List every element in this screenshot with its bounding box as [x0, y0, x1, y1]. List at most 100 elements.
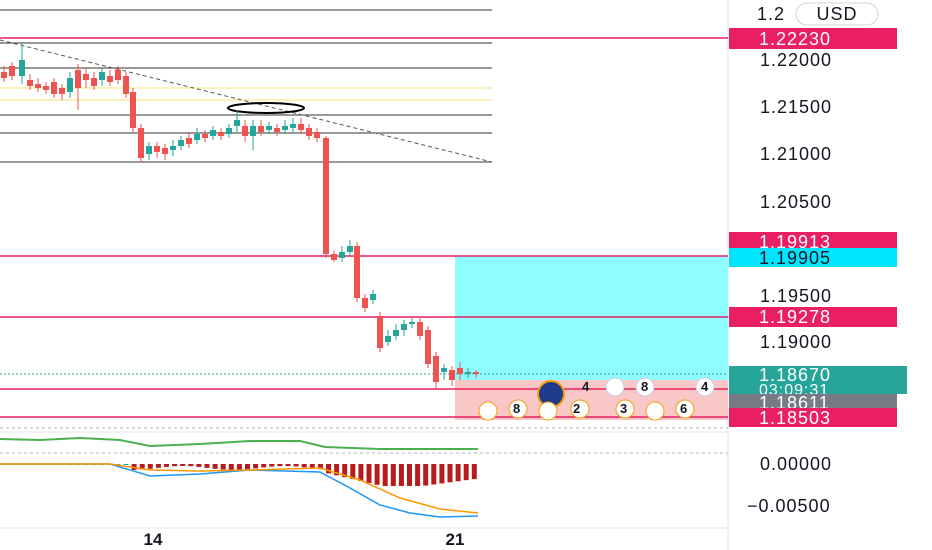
event-badge[interactable] — [538, 401, 558, 421]
candle-body — [323, 138, 329, 254]
candle-body — [1, 72, 7, 78]
candle-body — [9, 66, 15, 76]
macd-bar — [439, 464, 445, 484]
candle-body — [202, 134, 208, 138]
macd-bar — [139, 464, 145, 470]
trendline[interactable] — [0, 39, 493, 163]
event-badge[interactable] — [508, 399, 528, 419]
candle-body — [473, 372, 479, 374]
price-tag-r1[interactable] — [729, 28, 897, 49]
macd-bar — [123, 464, 129, 465]
price-tags[interactable]: 1.22230 1.19913 1.19905 1.19278 1.18670 … — [729, 28, 907, 428]
macd-bar — [334, 464, 340, 476]
candle-body — [67, 78, 73, 92]
macd-bar — [301, 464, 307, 468]
price-tag-r4[interactable] — [729, 408, 897, 427]
price-tag-bid[interactable] — [729, 394, 897, 412]
candle-body — [457, 368, 463, 374]
macd-bar — [350, 464, 356, 480]
ellipse-drawing[interactable] — [227, 102, 305, 114]
event-count: 3 — [620, 401, 627, 416]
event-badge[interactable] — [675, 399, 695, 419]
price-tag-last-text: 1.18670 — [759, 365, 831, 385]
macd-bar — [293, 464, 299, 467]
event-badge[interactable] — [695, 377, 715, 397]
candle-body — [218, 132, 224, 136]
price-tag-r3-text: 1.19278 — [759, 307, 831, 327]
candle-body — [226, 128, 232, 134]
price-tag-r2[interactable] — [729, 232, 897, 252]
macd-bar — [269, 464, 275, 467]
price-axis-label: 1.21500 — [760, 97, 832, 117]
macd-bar — [326, 464, 331, 474]
price-tag-r1-text: 1.22230 — [759, 29, 831, 49]
price-axis-label: 1.20500 — [760, 192, 832, 212]
candle-body — [266, 126, 272, 130]
currency-button[interactable] — [795, 2, 879, 26]
key-levels[interactable] — [0, 37, 728, 418]
macd-bar — [147, 464, 153, 469]
candle-body — [234, 120, 240, 126]
macd-bar — [398, 464, 404, 486]
price-tag-last[interactable] — [729, 366, 907, 394]
candle-body — [250, 126, 256, 136]
macd-bar — [204, 464, 210, 468]
macd-bar — [180, 464, 186, 467]
candle-body — [274, 128, 280, 132]
event-badge[interactable] — [570, 399, 590, 419]
macd-bar — [390, 464, 396, 486]
event-count: 6 — [680, 401, 687, 416]
candle-body — [130, 92, 136, 128]
candles[interactable] — [1, 44, 479, 390]
macd-bar — [423, 464, 429, 486]
fib-lines — [0, 87, 492, 101]
event-markers[interactable]: 4 8 4 8 2 3 6 — [478, 377, 715, 421]
candle-body — [401, 324, 407, 330]
event-badge[interactable] — [605, 377, 625, 397]
price-tag-r3[interactable] — [729, 307, 897, 327]
price-axis-label: 1.22000 — [760, 50, 832, 70]
macd-bar — [358, 464, 364, 481]
price-axis-label: 1.19000 — [760, 332, 832, 352]
candle-body — [186, 138, 192, 144]
event-badge[interactable] — [645, 401, 665, 421]
candle-body — [51, 82, 57, 94]
event-count: 2 — [573, 401, 580, 416]
price-tag-entry-text: 1.19905 — [759, 248, 831, 268]
macd-bar — [366, 464, 372, 483]
signal-line — [0, 463, 479, 514]
event-badge[interactable] — [615, 399, 635, 419]
candle-body — [138, 128, 144, 158]
price-axis-label: 1.2 — [757, 4, 785, 24]
candle-body — [146, 146, 152, 154]
price-axis[interactable]: 1.2 USD 1.22000 1.21500 1.21000 1.20500 … — [757, 2, 879, 352]
rsi-line — [0, 436, 478, 450]
candle-body — [347, 246, 353, 252]
event-count: 8 — [641, 379, 648, 394]
candle-body — [339, 252, 345, 258]
macd-bar — [463, 464, 469, 481]
macd-bar — [382, 464, 388, 486]
candle-body — [19, 60, 25, 76]
candle-body — [449, 370, 455, 380]
event-count: 4 — [582, 379, 590, 394]
event-badge[interactable] — [635, 377, 655, 397]
candle-body — [258, 126, 264, 132]
candle-body — [417, 322, 423, 336]
candle-body — [354, 246, 360, 298]
candle-body — [385, 336, 391, 342]
candle-body — [154, 146, 160, 152]
candle-body — [298, 124, 304, 130]
price-tag-entry[interactable] — [729, 248, 897, 267]
candle-body — [331, 254, 337, 260]
candle-body — [83, 74, 89, 80]
macd-bar — [253, 464, 259, 469]
indicator-axis-label: −0.00500 — [747, 496, 831, 516]
macd-bar — [407, 464, 412, 486]
macd-bar — [317, 464, 323, 470]
event-badge[interactable] — [478, 401, 498, 421]
target-zone[interactable] — [455, 256, 728, 380]
candle-body — [409, 322, 415, 324]
candle-body — [393, 330, 399, 336]
